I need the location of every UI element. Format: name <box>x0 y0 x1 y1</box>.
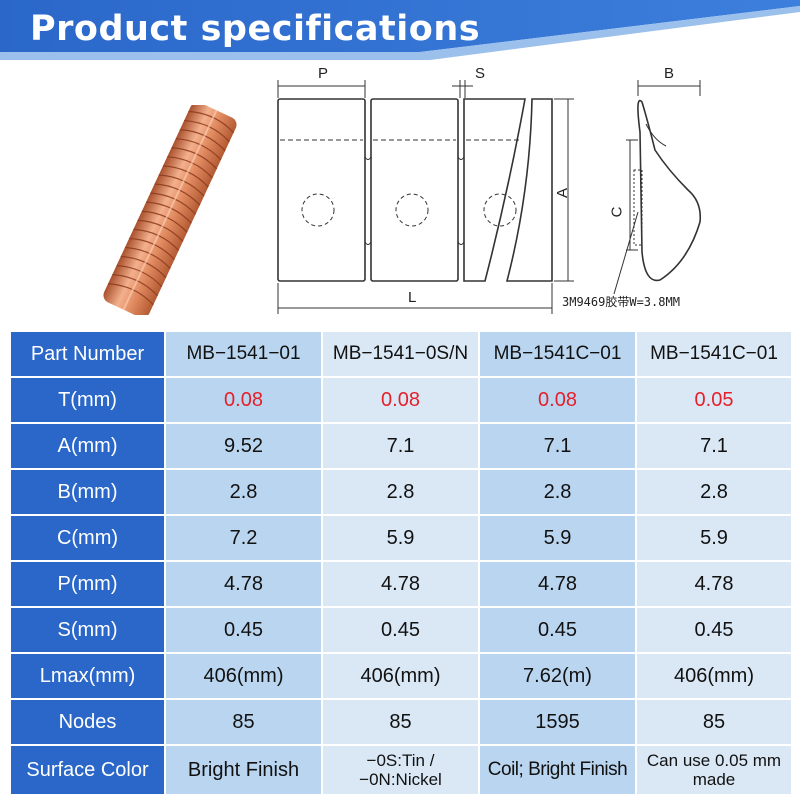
part-number-cell: MB−1541−0S/N <box>321 330 480 378</box>
row-label-t: T(mm) <box>9 376 166 424</box>
row-label-p: P(mm) <box>9 560 166 608</box>
row-label-lmax: Lmax(mm) <box>9 652 166 700</box>
label-a: A <box>554 187 572 199</box>
label-b: B <box>664 65 675 82</box>
value-cell: 0.08 <box>164 376 323 424</box>
table-header-row: Part Number MB−1541−01 MB−1541−0S/N MB−1… <box>9 330 793 378</box>
value-cell: 4.78 <box>635 560 793 608</box>
value-cell: 406(mm) <box>635 652 793 700</box>
value-line: Bright Finish <box>187 758 300 781</box>
value-cell: Coil; Bright Finish <box>478 744 637 796</box>
value-cell: 0.05 <box>635 376 793 424</box>
tape-note: 3M9469胶带W=3.8MM <box>562 295 680 309</box>
label-p: P <box>318 65 329 82</box>
title-banner: Product specifications <box>0 0 800 60</box>
dimension-drawing <box>277 80 702 314</box>
value-line: made <box>692 770 736 789</box>
value-cell: 2.8 <box>321 468 480 516</box>
value-cell: 406(mm) <box>164 652 323 700</box>
value-cell: 7.1 <box>478 422 637 470</box>
value-cell: 7.62(m) <box>478 652 637 700</box>
value-cell: 0.08 <box>321 376 480 424</box>
value-cell: Bright Finish <box>164 744 323 796</box>
page-title: Product specifications <box>30 9 481 49</box>
value-cell: 0.08 <box>478 376 637 424</box>
row-label-part-number: Part Number <box>9 330 166 378</box>
value-cell: 0.45 <box>164 606 323 654</box>
value-cell: Can use 0.05 mm made <box>635 744 793 796</box>
value-cell: 5.9 <box>478 514 637 562</box>
row-label-b: B(mm) <box>9 468 166 516</box>
banner-shape <box>0 0 800 60</box>
value-cell: 4.78 <box>321 560 480 608</box>
table-row: Lmax(mm) 406(mm) 406(mm) 7.62(m) 406(mm) <box>9 652 793 700</box>
table-row: T(mm) 0.08 0.08 0.08 0.05 <box>9 376 793 424</box>
copper-strip-image <box>103 105 237 315</box>
table-row: A(mm) 9.52 7.1 7.1 7.1 <box>9 422 793 470</box>
table-row: Nodes 85 85 1595 85 <box>9 698 793 746</box>
part-number-cell: MB−1541C−01 <box>635 330 793 378</box>
value-cell: 2.8 <box>635 468 793 516</box>
label-l: L <box>408 289 417 306</box>
row-label-c: C(mm) <box>9 514 166 562</box>
spec-table: Part Number MB−1541−01 MB−1541−0S/N MB−1… <box>9 330 793 796</box>
part-number-cell: MB−1541C−01 <box>478 330 637 378</box>
value-cell: 0.45 <box>321 606 480 654</box>
value-cell: 85 <box>635 698 793 746</box>
value-cell: 2.8 <box>478 468 637 516</box>
technical-drawing: P S B A C L 3M9469胶带W=3.8MM <box>270 62 730 320</box>
table-row: P(mm) 4.78 4.78 4.78 4.78 <box>9 560 793 608</box>
value-cell: 4.78 <box>164 560 323 608</box>
table-row: Surface Color Bright Finish −0S:Tin / −0… <box>9 744 793 796</box>
value-cell: 9.52 <box>164 422 323 470</box>
label-s: S <box>475 65 486 82</box>
value-cell: 2.8 <box>164 468 323 516</box>
table-row: C(mm) 7.2 5.9 5.9 5.9 <box>9 514 793 562</box>
value-cell: 5.9 <box>321 514 480 562</box>
value-cell: 0.45 <box>478 606 637 654</box>
value-line: Coil; Bright Finish <box>487 759 628 780</box>
value-cell: 7.1 <box>635 422 793 470</box>
table-row: S(mm) 0.45 0.45 0.45 0.45 <box>9 606 793 654</box>
value-cell: 0.45 <box>635 606 793 654</box>
label-c: C <box>608 206 626 218</box>
value-cell: 1595 <box>478 698 637 746</box>
row-label-surface-color: Surface Color <box>9 744 166 796</box>
value-cell: 7.1 <box>321 422 480 470</box>
value-line: Can use 0.05 mm <box>646 751 782 770</box>
table-row: B(mm) 2.8 2.8 2.8 2.8 <box>9 468 793 516</box>
value-cell: 85 <box>164 698 323 746</box>
row-label-s: S(mm) <box>9 606 166 654</box>
part-number-cell: MB−1541−01 <box>164 330 323 378</box>
value-cell: 4.78 <box>478 560 637 608</box>
value-cell: −0S:Tin / −0N:Nickel <box>321 744 480 796</box>
value-cell: 85 <box>321 698 480 746</box>
value-cell: 406(mm) <box>321 652 480 700</box>
value-cell: 5.9 <box>635 514 793 562</box>
row-label-a: A(mm) <box>9 422 166 470</box>
value-line: −0N:Nickel <box>359 770 442 789</box>
row-label-nodes: Nodes <box>9 698 166 746</box>
value-line: −0S:Tin / <box>366 751 435 770</box>
value-cell: 7.2 <box>164 514 323 562</box>
